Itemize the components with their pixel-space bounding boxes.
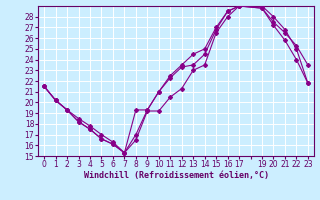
X-axis label: Windchill (Refroidissement éolien,°C): Windchill (Refroidissement éolien,°C) xyxy=(84,171,268,180)
